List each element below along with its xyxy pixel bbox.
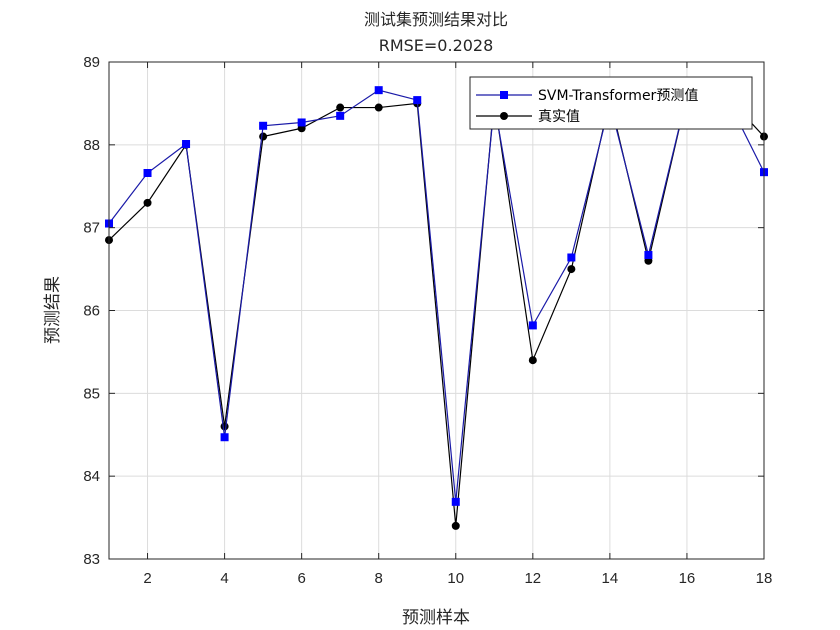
- data-point-actual: [336, 103, 345, 112]
- data-point-predicted: [413, 96, 422, 105]
- y-tick-label: 86: [83, 303, 100, 320]
- x-tick-label: 10: [447, 570, 464, 587]
- chart-title: 测试集预测结果对比: [364, 10, 508, 29]
- series-layer: [105, 86, 768, 530]
- x-tick-label: 8: [375, 570, 383, 587]
- data-point-predicted: [220, 433, 229, 442]
- data-point-predicted: [182, 140, 191, 149]
- watermark: 知乎 @机器学习之心: [590, 587, 767, 609]
- chart-subtitle: RMSE=0.2028: [379, 36, 494, 55]
- legend-marker-predicted: [500, 91, 508, 99]
- axis-ticks: 83 84 85 86 87 88 89 2 4 6 8 10 12 14 16 18: [83, 54, 772, 587]
- x-tick-label: 4: [220, 570, 228, 587]
- data-point-predicted: [297, 118, 306, 127]
- legend-marker-actual: [500, 112, 508, 120]
- data-point-predicted: [336, 111, 345, 120]
- y-tick-label: 87: [83, 220, 100, 237]
- series-line-actual: [108, 94, 765, 526]
- x-tick-label: 16: [679, 570, 696, 587]
- data-point-predicted: [528, 321, 537, 330]
- x-tick-label: 18: [756, 570, 773, 587]
- x-tick-label: 2: [143, 570, 151, 587]
- x-tick-label: 6: [297, 570, 305, 587]
- y-tick-label: 89: [83, 54, 100, 71]
- y-tick-label: 84: [83, 468, 100, 485]
- x-tick-label: 12: [524, 570, 541, 587]
- y-tick-label: 85: [83, 385, 100, 402]
- series-line-predicted: [108, 89, 765, 502]
- data-point-actual: [374, 103, 383, 112]
- data-point-predicted: [567, 253, 576, 262]
- data-point-predicted: [143, 168, 152, 177]
- y-tick-label: 88: [83, 137, 100, 154]
- data-point-predicted: [644, 251, 653, 260]
- data-point-predicted: [259, 121, 268, 130]
- y-axis-label: 预测结果: [43, 276, 63, 344]
- data-point-actual: [567, 265, 576, 274]
- data-point-predicted: [451, 497, 460, 506]
- y-tick-label: 83: [83, 551, 100, 568]
- legend-label-actual: 真实值: [538, 109, 580, 125]
- data-point-actual: [528, 356, 537, 365]
- data-point-actual: [451, 521, 460, 530]
- legend: SVM-Transformer预测值 真实值: [469, 76, 753, 130]
- data-point-predicted: [374, 86, 383, 95]
- grid-lines: [109, 61, 765, 560]
- data-point-actual: [220, 422, 229, 431]
- data-point-actual: [143, 198, 152, 207]
- legend-box: [469, 76, 753, 130]
- data-point-actual: [259, 132, 268, 141]
- legend-label-predicted: SVM-Transformer预测值: [538, 88, 698, 104]
- x-tick-label: 14: [602, 570, 619, 587]
- x-axis-label: 预测样本: [402, 608, 470, 628]
